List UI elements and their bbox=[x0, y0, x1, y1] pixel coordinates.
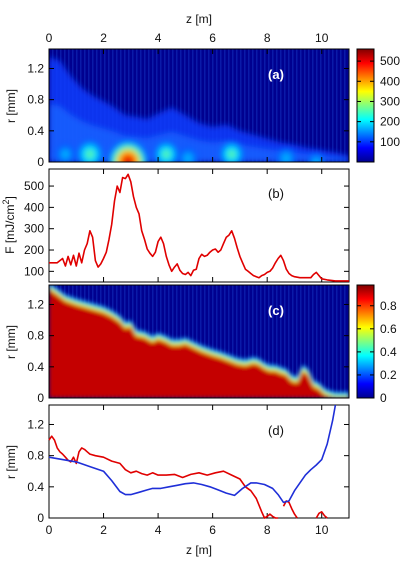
bottom-axis-label: z [m] bbox=[186, 543, 212, 557]
panel-a-tick-label: 0.4 bbox=[27, 124, 44, 138]
colorbar-a-tick-label: 300 bbox=[380, 94, 400, 108]
top-xtick-label: 10 bbox=[315, 31, 329, 45]
panel-c-tick-label: 0.4 bbox=[27, 360, 44, 374]
panel-c-ionized-core bbox=[49, 289, 349, 398]
bottom-xtick-label: 8 bbox=[264, 523, 271, 537]
panel-b-line-chart: 100 200 300 400 500 F [mJ/cm2] (b) bbox=[1, 168, 350, 283]
panel-a-fluence-envelope bbox=[49, 56, 349, 162]
panel-a-heatmap: 0 2 4 6 8 10 0 0.4 0.8 1.2 r [mm] (a) bbox=[4, 31, 350, 169]
panel-a-hotspot bbox=[54, 142, 77, 162]
colorbar-c-tick-label: 0.8 bbox=[380, 299, 397, 313]
panel-d-tick-label: 0.8 bbox=[27, 449, 44, 463]
panel-a-ylabel: r [mm] bbox=[4, 89, 18, 123]
panel-c-heatmap: 0 0.4 0.8 1.2 r [mm] (c) bbox=[4, 284, 350, 405]
colorbar-c-tick-label: 0 bbox=[380, 391, 387, 405]
colorbar-c-tick-label: 0.4 bbox=[380, 345, 397, 359]
bottom-xtick-label: 2 bbox=[100, 523, 107, 537]
panel-a-tick-label: 0.8 bbox=[27, 93, 44, 107]
panel-c-tick-label: 0 bbox=[37, 391, 44, 405]
panel-b-ylabel-main: F [mJ/cm bbox=[3, 205, 17, 254]
panel-a-tick-label: 1.2 bbox=[27, 61, 44, 75]
panel-d-ylabel: r [mm] bbox=[4, 445, 18, 479]
panel-d-tag: (d) bbox=[268, 423, 284, 438]
panel-a-hotspot bbox=[106, 138, 151, 162]
colorbar-a-tick-label: 100 bbox=[380, 135, 400, 149]
panel-a-tick-label: 0 bbox=[37, 155, 44, 169]
bottom-xtick-label: 10 bbox=[315, 523, 329, 537]
panel-d-tick-label: 0.4 bbox=[27, 480, 44, 494]
panel-b-ylabel: F [mJ/cm2] bbox=[1, 196, 17, 254]
top-xtick-label: 2 bbox=[100, 31, 107, 45]
panel-d-tick-label: 0 bbox=[37, 511, 44, 525]
panel-b-tick-label: 500 bbox=[24, 179, 44, 193]
colorbar-c-tick-label: 0.6 bbox=[380, 322, 397, 336]
bottom-xtick-label: 4 bbox=[155, 523, 162, 537]
panel-a-hotspot bbox=[152, 139, 181, 162]
panel-b-tick-label: 200 bbox=[24, 243, 44, 257]
panel-a-hotspot bbox=[274, 145, 299, 162]
colorbar-a-tick-label: 500 bbox=[380, 54, 400, 68]
panel-c-tick-label: 1.2 bbox=[27, 297, 44, 311]
panel-c-ylabel: r [mm] bbox=[4, 325, 18, 359]
panel-a-tag: (a) bbox=[268, 67, 284, 82]
colorbar-c: 0 0.2 0.4 0.6 0.8 bbox=[356, 284, 397, 405]
panel-b-ylabel-sup: 2 bbox=[1, 200, 11, 205]
colorbar-c-tick-label: 0.2 bbox=[380, 368, 397, 382]
panel-d-red-radius-line bbox=[315, 510, 328, 519]
panel-a-hotspot bbox=[218, 139, 246, 162]
panel-b-tick-label: 100 bbox=[24, 264, 44, 278]
panel-a-hotspot bbox=[75, 138, 105, 162]
panel-b-ylabel-close: ] bbox=[3, 196, 17, 199]
panel-c-tag: (c) bbox=[268, 303, 284, 318]
colorbar-a-tick-label: 200 bbox=[380, 115, 400, 129]
panel-d-tick-label: 1.2 bbox=[27, 417, 44, 431]
panel-b-tick-label: 300 bbox=[24, 222, 44, 236]
panel-d-blue-radius-line bbox=[48, 404, 337, 504]
panel-c-tick-label: 0.8 bbox=[27, 329, 44, 343]
panel-d-line-chart: 0 0.4 0.8 1.2 0 2 4 6 8 10 r [mm] (d) bbox=[4, 404, 350, 537]
top-xtick-label: 6 bbox=[209, 31, 216, 45]
panel-b-fluence-line bbox=[49, 173, 349, 282]
colorbar-a-tick-label: 400 bbox=[380, 74, 400, 88]
top-xtick-label: 8 bbox=[264, 31, 271, 45]
top-xtick-label: 0 bbox=[46, 31, 53, 45]
panel-b-tick-label: 400 bbox=[24, 200, 44, 214]
panel-a-hotspot bbox=[176, 145, 200, 162]
colorbar-a: 100 200 300 400 500 bbox=[356, 48, 400, 163]
bottom-xtick-label: 0 bbox=[46, 523, 53, 537]
bottom-xtick-label: 6 bbox=[209, 523, 216, 537]
panel-b-tag: (b) bbox=[268, 186, 284, 201]
top-xtick-label: 4 bbox=[155, 31, 162, 45]
top-axis-label: z [m] bbox=[186, 12, 212, 26]
